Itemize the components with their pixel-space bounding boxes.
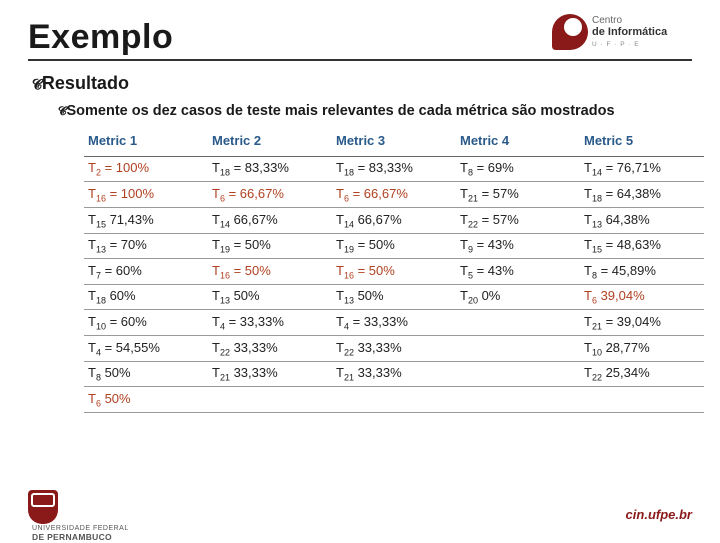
logo-top-right: Centrode Informática U · F · P · E: [552, 14, 692, 54]
table-cell: [456, 387, 580, 413]
table-cell: T22 33,33%: [332, 336, 456, 362]
table-cell: T13 50%: [208, 284, 332, 310]
table-row: T6 50%: [84, 387, 704, 413]
table-row: T4 = 54,55%T22 33,33%T22 33,33%T10 28,77…: [84, 336, 704, 362]
metric-header-4: Metric 4: [456, 127, 580, 157]
bullet-level-1: Resultado: [32, 73, 692, 94]
metrics-table-wrap: Metric 1Metric 2Metric 3Metric 4Metric 5…: [84, 127, 704, 413]
table-row: T15 71,43%T14 66,67%T14 66,67%T22 = 57%T…: [84, 208, 704, 234]
table-row: T7 = 60%T16 = 50%T16 = 50%T5 = 43%T8 = 4…: [84, 259, 704, 285]
table-cell: T14 66,67%: [332, 208, 456, 234]
table-row: T13 = 70%T19 = 50%T19 = 50%T9 = 43%T15 =…: [84, 233, 704, 259]
table-cell: T18 = 83,33%: [208, 156, 332, 182]
table-cell: T19 = 50%: [208, 233, 332, 259]
table-cell: T22 33,33%: [208, 336, 332, 362]
bullet-level-2: Somente os dez casos de teste mais relev…: [58, 102, 692, 121]
logo-bottom-left: UNIVERSIDADE FEDERALDE PERNAMBUCO: [28, 490, 148, 526]
table-cell: T18 = 64,38%: [580, 182, 704, 208]
table-cell: [208, 387, 332, 413]
table-row: T10 = 60%T4 = 33,33%T4 = 33,33%T21 = 39,…: [84, 310, 704, 336]
table-cell: T18 60%: [84, 284, 208, 310]
table-cell: [456, 361, 580, 387]
table-cell: T15 = 48,63%: [580, 233, 704, 259]
table-row: T2 = 100%T18 = 83,33%T18 = 83,33%T8 = 69…: [84, 156, 704, 182]
metric-header-5: Metric 5: [580, 127, 704, 157]
table-cell: T22 25,34%: [580, 361, 704, 387]
table-cell: T4 = 33,33%: [208, 310, 332, 336]
table-cell: T4 = 54,55%: [84, 336, 208, 362]
table-cell: T2 = 100%: [84, 156, 208, 182]
table-cell: T6 = 66,67%: [332, 182, 456, 208]
table-cell: T10 28,77%: [580, 336, 704, 362]
logo-bottom-right: cin.ufpe.br: [626, 507, 692, 522]
table-row: T16 = 100%T6 = 66,67%T6 = 66,67%T21 = 57…: [84, 182, 704, 208]
table-cell: T8 50%: [84, 361, 208, 387]
table-cell: T7 = 60%: [84, 259, 208, 285]
table-cell: T8 = 69%: [456, 156, 580, 182]
logo-top-line1: Centro: [592, 15, 622, 26]
table-cell: T8 = 45,89%: [580, 259, 704, 285]
table-cell: T22 = 57%: [456, 208, 580, 234]
metric-header-2: Metric 2: [208, 127, 332, 157]
table-cell: T21 = 57%: [456, 182, 580, 208]
table-cell: [580, 387, 704, 413]
table-cell: T13 = 70%: [84, 233, 208, 259]
table-cell: T9 = 43%: [456, 233, 580, 259]
table-cell: T21 33,33%: [208, 361, 332, 387]
table-cell: [332, 387, 456, 413]
table-cell: T21 = 39,04%: [580, 310, 704, 336]
logo-top-line2: de Informática: [592, 26, 667, 38]
table-cell: T14 = 76,71%: [580, 156, 704, 182]
logo-top-line3: U · F · P · E: [592, 41, 640, 48]
table-cell: T15 71,43%: [84, 208, 208, 234]
table-cell: [456, 336, 580, 362]
table-row: T8 50%T21 33,33%T21 33,33%T22 25,34%: [84, 361, 704, 387]
table-cell: T18 = 83,33%: [332, 156, 456, 182]
table-cell: T16 = 50%: [208, 259, 332, 285]
table-cell: T6 = 66,67%: [208, 182, 332, 208]
table-cell: T20 0%: [456, 284, 580, 310]
table-cell: T6 39,04%: [580, 284, 704, 310]
table-cell: T5 = 43%: [456, 259, 580, 285]
table-cell: T16 = 100%: [84, 182, 208, 208]
logo-bl-line2: DE PERNAMBUCO: [32, 532, 112, 542]
metric-header-1: Metric 1: [84, 127, 208, 157]
table-cell: T13 64,38%: [580, 208, 704, 234]
table-cell: [456, 310, 580, 336]
table-cell: T6 50%: [84, 387, 208, 413]
table-cell: T10 = 60%: [84, 310, 208, 336]
table-cell: T21 33,33%: [332, 361, 456, 387]
table-cell: T13 50%: [332, 284, 456, 310]
title-underline: [28, 59, 692, 61]
metrics-table: Metric 1Metric 2Metric 3Metric 4Metric 5…: [84, 127, 704, 413]
table-cell: T19 = 50%: [332, 233, 456, 259]
table-cell: T14 66,67%: [208, 208, 332, 234]
table-cell: T4 = 33,33%: [332, 310, 456, 336]
metric-header-3: Metric 3: [332, 127, 456, 157]
table-cell: T16 = 50%: [332, 259, 456, 285]
table-row: T18 60%T13 50%T13 50%T20 0%T6 39,04%: [84, 284, 704, 310]
